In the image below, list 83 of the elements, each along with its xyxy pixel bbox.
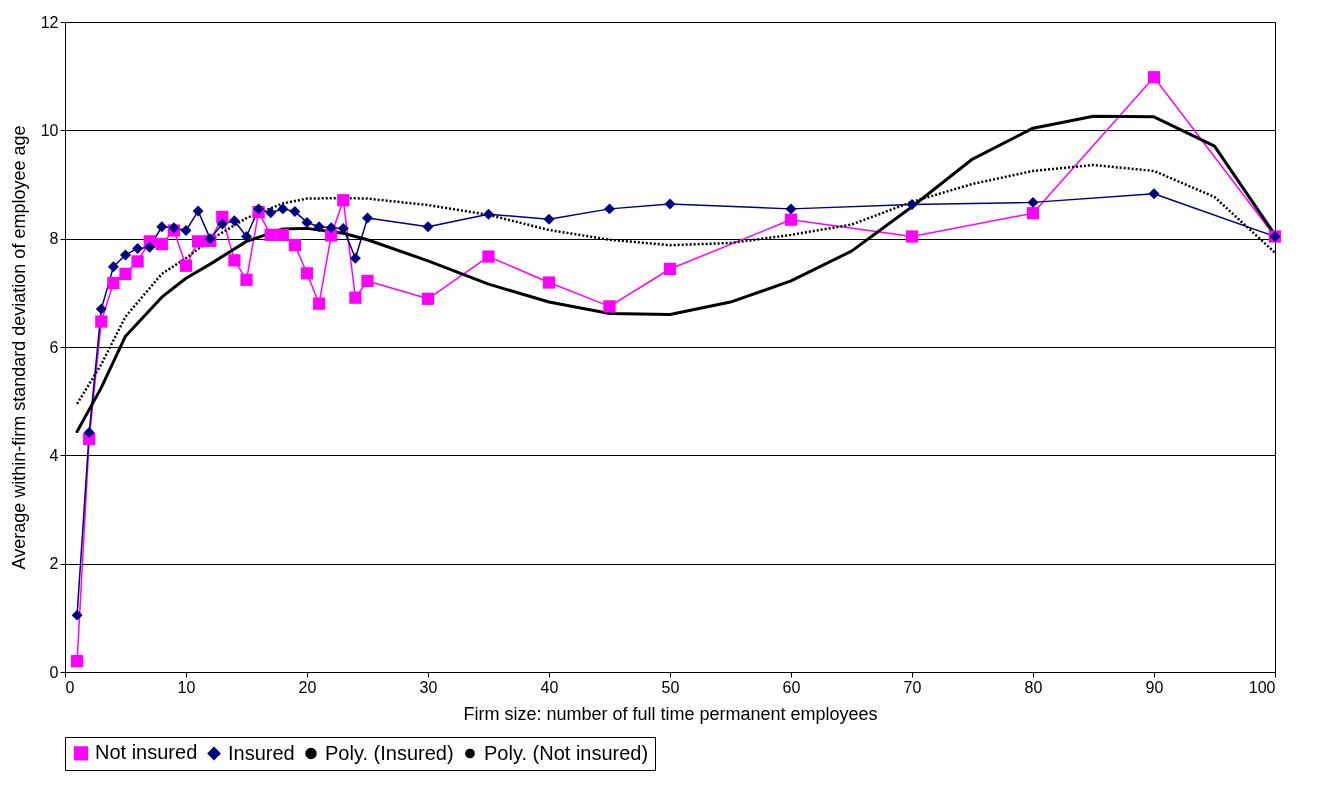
point (325, 222, 337, 234)
point (663, 262, 677, 276)
point (483, 208, 494, 220)
point (71, 609, 83, 621)
point (784, 213, 798, 226)
y-tick-label: 6 (49, 338, 59, 356)
point (107, 261, 119, 273)
point (253, 203, 265, 215)
point (349, 291, 362, 304)
point (155, 237, 168, 251)
x-tick-label: 60 (782, 678, 801, 696)
point (349, 252, 361, 264)
point (604, 203, 615, 215)
point (119, 267, 132, 280)
point (313, 221, 325, 233)
point (905, 230, 919, 243)
point (83, 427, 95, 439)
point (421, 292, 435, 305)
point (264, 228, 277, 241)
point (265, 207, 277, 219)
y-axis-title: Average within-firm standard deviation of employee age (8, 125, 29, 570)
x-tick-label: 20 (298, 678, 317, 696)
point (1026, 207, 1040, 220)
point (422, 221, 434, 233)
point (543, 213, 555, 225)
y-tick-label: 0 (49, 663, 59, 681)
legend-label: Poly. (Insured) (325, 741, 454, 764)
x-tick-label: 80 (1024, 678, 1043, 696)
point (241, 231, 252, 242)
x-tick-label: 70 (903, 678, 922, 696)
point (144, 241, 156, 253)
point (337, 222, 349, 234)
point (482, 250, 495, 263)
point (179, 259, 193, 272)
legend-label: Poly. (Not insured) (484, 741, 649, 764)
point (361, 274, 374, 288)
legend-label: Not insured (95, 741, 198, 764)
point (1147, 71, 1161, 84)
point (1027, 196, 1039, 208)
y-tick-label: 8 (49, 230, 59, 248)
point (240, 273, 253, 286)
point (664, 198, 676, 210)
point (337, 194, 350, 207)
y-tick-label: 12 (40, 13, 59, 31)
point (70, 655, 84, 668)
point (120, 249, 131, 261)
point (95, 303, 107, 315)
point (132, 242, 144, 254)
point (288, 239, 302, 252)
x-tick-label: 30 (419, 678, 438, 696)
x-tick-label: 0 (65, 678, 75, 696)
point (131, 255, 144, 268)
x-tick-label: 40 (540, 678, 559, 696)
point (362, 212, 373, 224)
point (906, 199, 918, 211)
point (192, 205, 204, 217)
y-tick-label: 10 (40, 121, 59, 139)
x-tick-label: 10 (177, 678, 196, 696)
x-tick-label: 50 (661, 678, 680, 696)
point (301, 216, 313, 228)
point (603, 300, 616, 313)
point (228, 215, 240, 227)
x-tick-label: 100 (1248, 678, 1276, 696)
point (216, 218, 228, 230)
point (107, 276, 120, 290)
point (312, 297, 326, 310)
point (289, 206, 301, 218)
point (785, 203, 797, 215)
point (228, 254, 241, 267)
point (300, 267, 314, 280)
point (276, 228, 289, 241)
x-axis-title: Firm size: number of full time permanent employees (463, 703, 878, 724)
y-tick-label: 2 (49, 555, 59, 573)
point (156, 221, 168, 233)
point (191, 235, 205, 248)
point (95, 315, 108, 328)
x-tick-label: 90 (1145, 678, 1164, 696)
legend-label: Insured (228, 741, 295, 764)
point (1148, 188, 1160, 200)
point (277, 203, 289, 215)
point (180, 225, 192, 237)
y-tick-label: 4 (49, 446, 59, 464)
point (542, 276, 556, 289)
